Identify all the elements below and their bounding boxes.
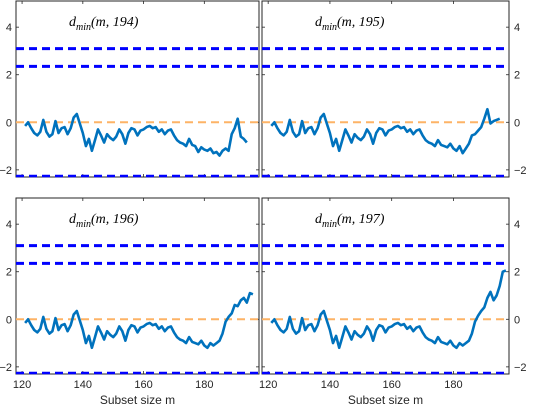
dmin-series-line	[270, 107, 501, 155]
panel-title: dmin(m, 196)	[69, 212, 139, 230]
axes-box	[15, 0, 260, 178]
y-tick-label: 4	[6, 219, 12, 231]
dmin-series-line	[24, 112, 248, 157]
panel-title: dmin(m, 197)	[315, 212, 385, 230]
axes-box	[261, 0, 510, 178]
x-tick-label: 180	[195, 379, 213, 391]
x-tick-label: 160	[382, 379, 400, 391]
x-tick-label: 140	[321, 379, 339, 391]
y-tick-label: −2	[514, 165, 527, 177]
subplot-3: −2 0 2 4 120 140 160 180 Subset size m dmin(m, 19…	[0, 197, 260, 407]
y-tick-label: −2	[0, 165, 12, 177]
y-tick-label: 2	[6, 70, 12, 82]
y-tick-label: 0	[6, 314, 12, 326]
x-axis-title: Subset size m	[348, 393, 423, 407]
subplot-4: −2 0 2 4 120 140 160 180 Subset size m dmin(m, 19…	[259, 197, 527, 407]
dmin-series-line	[270, 269, 507, 350]
panel-title-args: (m, 194)	[91, 15, 139, 30]
panel-title-subscript: min	[76, 22, 91, 33]
panel-title: dmin(m, 194)	[69, 15, 139, 33]
y-tick-label: 4	[6, 22, 12, 34]
panel-title-subscript: min	[76, 219, 91, 230]
panel-title-main: d	[315, 15, 323, 30]
y-tick-label: 0	[514, 314, 520, 326]
y-tick-label: 2	[514, 267, 520, 279]
y-tick-label: −2	[514, 362, 527, 374]
panel-title-main: d	[315, 212, 323, 227]
axes-box	[15, 197, 260, 375]
panel-title: dmin(m, 195)	[315, 15, 385, 33]
y-tick-label: 4	[514, 219, 520, 231]
x-tick-label: 180	[444, 379, 462, 391]
panel-title-main: d	[69, 212, 77, 227]
panel-title-main: d	[69, 15, 77, 30]
panel-title-args: (m, 197)	[337, 212, 385, 227]
y-tick-label: 0	[6, 117, 12, 129]
x-tick-label: 120	[259, 379, 277, 391]
y-tick-label: 2	[6, 267, 12, 279]
y-tick-label: 2	[514, 70, 520, 82]
panel-title-subscript: min	[322, 22, 337, 33]
subplot-1: −2 0 2 4 dmin(m, 194)	[0, 0, 260, 178]
axes-box	[261, 197, 510, 375]
panel-title-args: (m, 196)	[91, 212, 139, 227]
x-tick-label: 140	[74, 379, 92, 391]
subplot-2: −2 0 2 4 dmin(m, 195)	[261, 0, 527, 178]
panel-title-args: (m, 195)	[337, 15, 385, 30]
dmin-series-line	[24, 291, 254, 350]
y-tick-label: 4	[514, 22, 520, 34]
x-tick-label: 120	[13, 379, 31, 391]
panel-title-subscript: min	[322, 219, 337, 230]
x-axis-title: Subset size m	[100, 393, 175, 407]
x-tick-label: 160	[134, 379, 152, 391]
y-tick-label: 0	[514, 117, 520, 129]
y-tick-label: −2	[0, 362, 12, 374]
